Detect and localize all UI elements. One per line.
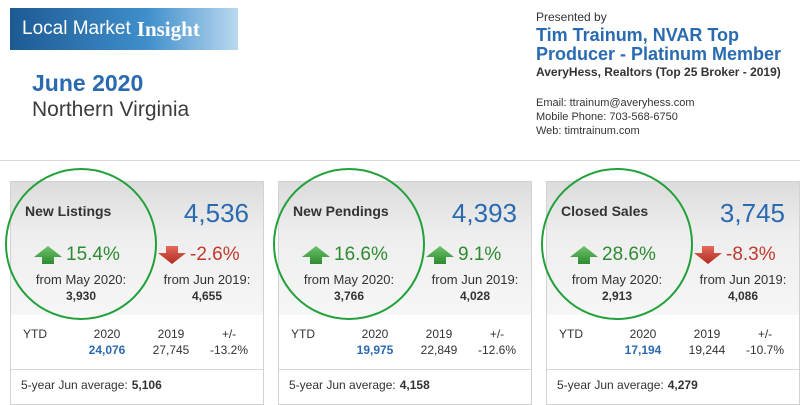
avg-divider	[547, 369, 799, 370]
avg-value: 4,158	[399, 378, 430, 392]
ytd-prior-value: 27,745	[152, 343, 190, 357]
contact-info: Email: ttrainum@averyhess.com Mobile Pho…	[536, 96, 695, 138]
agent-name-line1: Tim Trainum, NVAR Top	[536, 25, 740, 45]
yoy-percent: -2.6%	[190, 244, 240, 265]
mom-from-value: 3,930	[65, 289, 97, 303]
ytd-label: YTD	[291, 327, 315, 341]
card-value: 4,393	[451, 198, 517, 228]
ytd-diff-value: -10.7%	[745, 343, 785, 357]
yoy-from-value: 4,028	[459, 289, 491, 303]
yoy-change: -2.6%	[157, 244, 240, 266]
card-label: New Pendings	[293, 203, 389, 219]
presenter-block: Presented by Tim Trainum, NVAR Top Produ…	[522, 10, 797, 79]
avg-divider	[11, 369, 263, 370]
yoy-from-value: 4,086	[727, 289, 759, 303]
up-arrow-icon	[302, 246, 330, 264]
ytd-prior-value: 19,244	[688, 343, 726, 357]
mom-from-value: 2,913	[601, 289, 633, 303]
report-region: Northern Virginia	[32, 98, 190, 121]
broker-name: AveryHess, Realtors (Top 25 Broker - 201…	[536, 65, 781, 79]
report-banner: Local Market Insight	[10, 8, 238, 50]
ytd-header-prior: 2019	[157, 327, 185, 341]
avg-label: 5-year Jun average:	[289, 378, 396, 392]
ytd-header-diff: +/-	[489, 327, 505, 341]
ytd-current-value: 19,975	[356, 343, 394, 357]
ytd-current-value: 24,076	[88, 343, 126, 357]
ytd-header-prior: 2019	[425, 327, 453, 341]
mom-from-label: from May 2020:	[303, 272, 395, 287]
contact-phone[interactable]: Mobile Phone: 703-568-6750	[536, 111, 678, 123]
up-arrow-icon	[570, 246, 598, 264]
yoy-percent: -8.3%	[726, 244, 776, 265]
presented-by-label: Presented by	[536, 10, 607, 24]
banner-prefix: Local Market	[22, 18, 131, 39]
card-top-panel	[547, 182, 799, 315]
card-top-panel	[11, 182, 263, 315]
avg-value: 4,279	[667, 378, 698, 392]
ytd-label: YTD	[23, 327, 47, 341]
ytd-prior-value: 22,849	[420, 343, 458, 357]
yoy-change: 9.1%	[425, 244, 501, 266]
avg-label: 5-year Jun average:	[557, 378, 664, 392]
up-arrow-icon	[34, 246, 62, 264]
mom-change: 16.6%	[301, 244, 388, 266]
avg-value: 5,106	[131, 378, 162, 392]
agent-name-line2: Producer - Platinum Member	[536, 44, 782, 64]
down-arrow-icon	[158, 246, 186, 264]
contact-web[interactable]: Web: timtrainum.com	[536, 125, 640, 137]
mom-change: 28.6%	[569, 244, 656, 266]
banner-emphasis: Insight	[136, 16, 200, 41]
up-arrow-icon	[426, 246, 454, 264]
metric-card-closed-sales: Closed Sales 3,745 28.6% from May 2020: …	[541, 168, 800, 405]
five-year-average: 5-year Jun average: 5,106	[21, 378, 162, 392]
yoy-from-label: from Jun 2019:	[163, 272, 251, 287]
report-month: June 2020	[32, 70, 144, 96]
card-value: 4,536	[183, 198, 249, 228]
ytd-header-diff: +/-	[757, 327, 773, 341]
ytd-header-current: 2020	[93, 327, 121, 341]
mom-change: 15.4%	[33, 244, 120, 266]
metric-card-new-listings: New Listings 4,536 15.4% from May 2020: …	[5, 168, 264, 405]
avg-divider	[279, 369, 531, 370]
ytd-header-diff: +/-	[221, 327, 237, 341]
mom-percent: 15.4%	[66, 244, 120, 265]
five-year-average: 5-year Jun average: 4,279	[557, 378, 698, 392]
card-value: 3,745	[719, 198, 785, 228]
metric-card-new-pendings: New Pendings 4,393 16.6% from May 2020: …	[273, 168, 532, 405]
mom-from-label: from May 2020:	[35, 272, 127, 287]
card-label: Closed Sales	[561, 203, 649, 219]
card-label: New Listings	[25, 203, 112, 219]
ytd-current-value: 17,194	[624, 343, 662, 357]
yoy-from-label: from Jun 2019:	[431, 272, 519, 287]
ytd-label: YTD	[559, 327, 583, 341]
yoy-from-value: 4,655	[191, 289, 223, 303]
yoy-from-label: from Jun 2019:	[699, 272, 787, 287]
mom-percent: 28.6%	[602, 244, 656, 265]
mom-from-label: from May 2020:	[571, 272, 663, 287]
mom-percent: 16.6%	[334, 244, 388, 265]
avg-label: 5-year Jun average:	[21, 378, 128, 392]
yoy-change: -8.3%	[693, 244, 776, 266]
ytd-diff-value: -12.6%	[477, 343, 517, 357]
yoy-percent: 9.1%	[458, 244, 502, 265]
mom-from-value: 3,766	[333, 289, 365, 303]
ytd-header-current: 2020	[629, 327, 657, 341]
agent-name: Tim Trainum, NVAR Top Producer - Platinu…	[536, 26, 797, 64]
ytd-header-prior: 2019	[693, 327, 721, 341]
five-year-average: 5-year Jun average: 4,158	[289, 378, 430, 392]
ytd-header-current: 2020	[361, 327, 389, 341]
header-divider	[0, 160, 800, 161]
down-arrow-icon	[694, 246, 722, 264]
contact-email[interactable]: Email: ttrainum@averyhess.com	[536, 97, 695, 109]
card-top-panel	[279, 182, 531, 315]
ytd-diff-value: -13.2%	[209, 343, 249, 357]
